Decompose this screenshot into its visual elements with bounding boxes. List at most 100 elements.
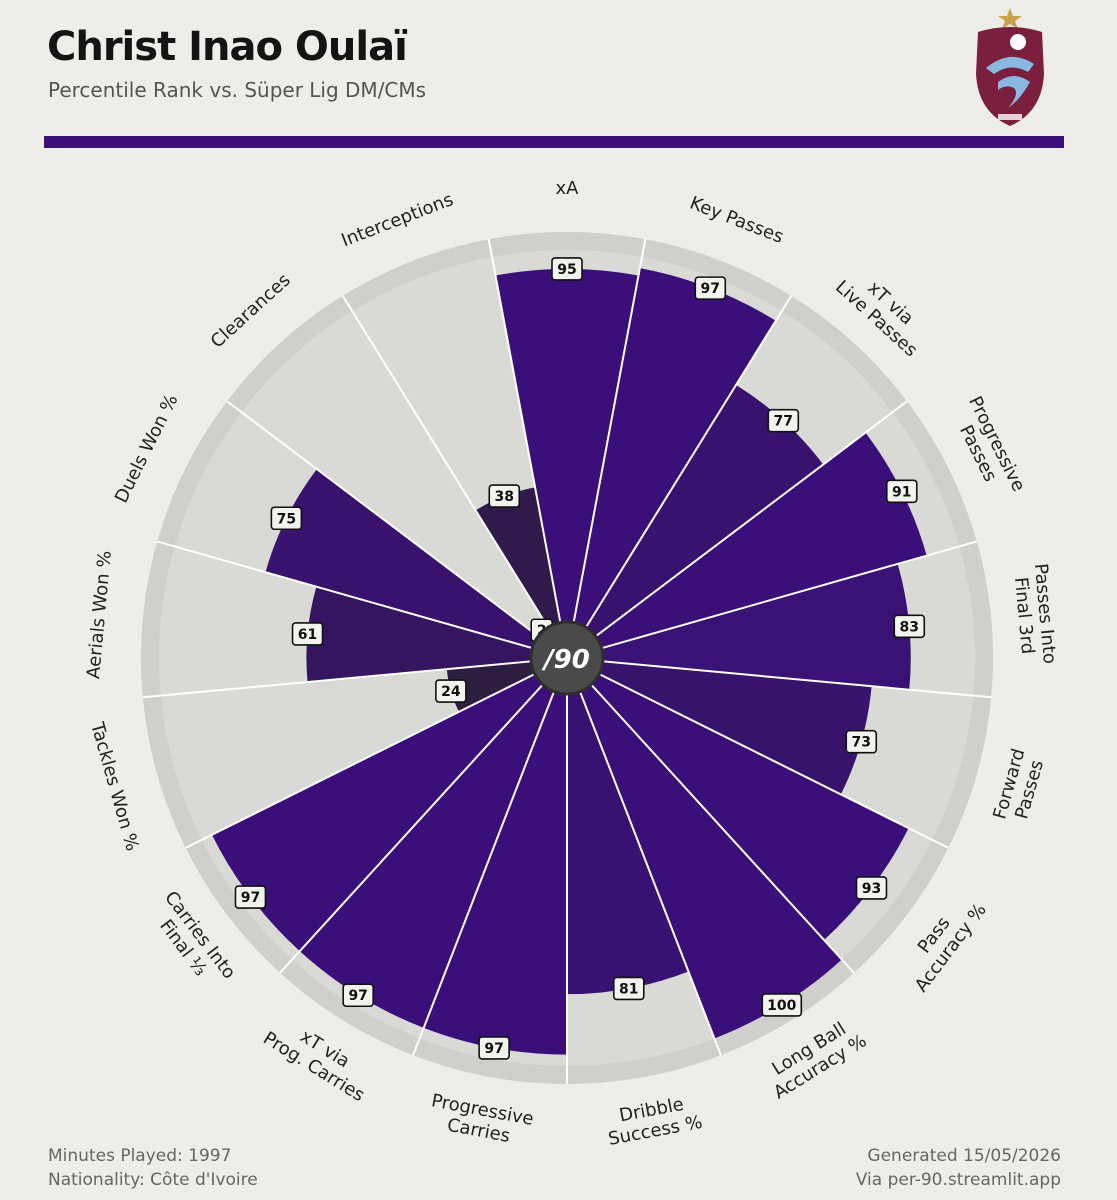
track-12 [160,660,541,840]
value-text-8: 81 [619,981,638,997]
separator-11 [279,679,548,974]
value-box-8 [612,976,645,1001]
bar-2 [582,385,824,640]
category-label-0: xA [556,178,580,199]
value-text-6: 93 [862,881,881,897]
separator-16 [341,295,553,634]
category-label-9: ProgressiveCarries [426,1090,536,1150]
generated-date: Generated 15/05/2026 [867,1146,1061,1166]
value-box-5 [845,729,878,754]
player-name: Christ Inao Oulaï [47,24,408,70]
value-label-6: 93 [855,876,888,900]
category-line: Clearances [207,270,295,353]
value-box-4 [893,614,926,639]
value-label-5: 73 [845,729,878,754]
bar-3 [590,432,927,650]
value-text-1: 97 [701,281,720,297]
value-box-13 [291,622,324,646]
category-label-15: Clearances [207,270,295,353]
bar-16 [475,487,562,633]
center-logo: /90 [529,620,605,696]
value-box-1 [694,276,727,300]
value-box-10 [342,983,374,1008]
category-label-5: ForwardPasses [989,746,1049,827]
value-box-16 [488,484,521,508]
value-box-7 [761,993,803,1017]
value-label-10: 97 [342,983,374,1008]
category-label-8: DribbleSuccess % [603,1091,704,1150]
separator-10 [412,685,558,1056]
value-text-0: 95 [557,262,576,278]
value-text-11: 97 [241,890,260,906]
separator-7 [586,679,855,974]
category-line: Key Passes [687,193,787,248]
value-text-13: 61 [298,627,317,643]
value-text-4: 83 [900,619,919,635]
separator-2 [581,295,793,634]
bar-10 [299,680,557,1028]
separator-6 [593,670,949,849]
trabzonspor-crest-icon [976,8,1044,126]
bar-0 [495,268,639,629]
category-label-16: Interceptions [339,189,457,251]
separator-15 [226,400,544,641]
value-text-7: 100 [767,998,796,1014]
value-box-14 [270,506,303,531]
separator-4 [595,540,978,651]
bar-9 [423,685,567,1055]
header-divider [44,136,1064,148]
minutes-played: Minutes Played: 1997 [48,1146,232,1166]
bar-12 [446,660,541,712]
value-label-8: 81 [612,976,645,1001]
source-credit: Via per-90.streamlit.app [855,1170,1061,1190]
bar-14 [265,469,544,650]
chart-value-labels: 9597779183739310081979797246175238 [234,257,926,1060]
category-line: Aerials Won % [83,550,116,680]
category-label-14: Duels Won % [111,391,183,506]
nationality: Nationality: Côte d'Ivoire [48,1170,258,1190]
value-label-9: 97 [478,1036,510,1060]
category-line: xA [556,178,580,199]
footer-right: Generated 15/05/2026 Via per-90.streamli… [856,1144,1061,1192]
value-label-16: 38 [488,484,521,508]
value-label-3: 91 [885,479,918,504]
value-box-12 [435,679,467,703]
value-label-13: 61 [291,622,324,646]
track-15 [241,311,552,640]
category-line: Interceptions [339,189,457,251]
footer-left: Minutes Played: 1997 Nationality: Côte d… [48,1144,258,1192]
value-box-2 [767,408,800,433]
value-label-4: 83 [893,614,926,639]
value-text-14: 75 [277,511,296,527]
separator-8 [576,685,722,1056]
value-label-7: 100 [761,993,803,1017]
category-label-1: Key Passes [687,193,787,248]
value-label-0: 95 [551,257,583,281]
value-label-11: 97 [234,885,267,909]
category-label-12: Tackles Won % [86,719,143,853]
value-label-12: 24 [435,679,467,703]
value-box-6 [855,876,888,900]
chart-bars [211,268,927,1055]
bar-11 [211,671,547,952]
page-subtitle: Percentile Rank vs. Süper Lig DM/CMs [48,78,427,102]
separator-12 [185,670,541,849]
category-label-3: ProgressivePasses [945,393,1029,504]
separator-13 [142,659,538,699]
bar-6 [587,671,909,940]
category-line: Duels Won % [111,391,183,506]
value-box-3 [885,479,918,504]
value-box-0 [551,257,583,281]
separator-5 [596,659,992,699]
bar-8 [567,685,689,995]
value-label-14: 75 [270,506,303,531]
category-label-4: Passes IntoFinal 3rd [1009,563,1060,667]
value-label-2: 77 [767,408,800,433]
value-text-12: 24 [441,684,461,700]
center-logo-text: /90 [541,645,590,675]
value-text-2: 77 [774,414,793,430]
category-line: Tackles Won % [86,719,143,853]
separator-1 [571,239,647,629]
bar-13 [306,586,539,683]
